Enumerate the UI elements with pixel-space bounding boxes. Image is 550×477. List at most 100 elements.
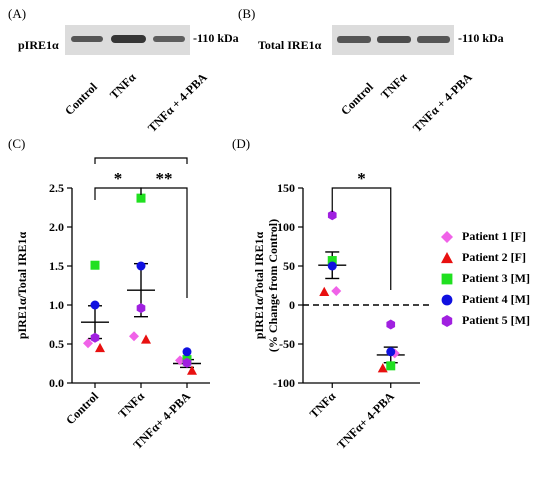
data-point [182,347,192,357]
triangle-marker [141,334,151,344]
legend-label: Patient 2 [F] [462,250,526,264]
panel-label-c: (C) [8,136,26,151]
significance-bracket [94,157,188,164]
legend-label: Patient 3 [M] [462,271,530,285]
y-axis-label: pIRE1α/Total IRE1α [15,232,29,340]
legend-label: Patient 4 [M] [462,292,530,306]
y-tick-label: 100 [277,220,295,234]
blot-bands-a [71,35,185,43]
data-point [136,193,146,203]
data-point [90,260,100,270]
western-blot-pire1a [65,25,190,55]
circle-marker [136,261,146,271]
y-tick-label: 0 [289,298,295,312]
hexagon-marker [90,332,100,343]
legend-label: Patient 1 [F] [462,229,526,243]
hexagon-marker [327,210,337,221]
significance-stars: *** [128,150,154,158]
circle-marker [327,261,337,271]
data-point [377,363,388,373]
legend-marker-diamond [441,230,453,243]
data-point [182,357,192,368]
y-tick-label: 0.0 [49,376,64,390]
y-tick-label: 2.5 [49,181,64,195]
circle-marker [386,347,396,357]
data-point [319,286,330,296]
y-axis-label: pIRE1α/Total IRE1α [252,232,266,340]
legend-marker-hexagon [441,314,453,327]
kda-marker-b: -110 kDa [458,31,504,45]
hexagon-icon [441,314,453,327]
data-point [386,319,396,330]
panel-label-a: (A) [8,6,27,21]
kda-marker-a: -110 kDa [193,31,239,45]
data-point [331,285,342,296]
y-axis-label-2: (% Change from Control) [266,219,280,352]
data-point [327,261,337,271]
panel-label-b: (B) [238,6,256,21]
western-blot-total-ire1a [332,25,454,55]
y-tick-label: 150 [277,181,295,195]
lane-label-b-tnfa: TNFα [378,70,410,102]
significance-bracket [94,187,142,200]
data-point [187,365,197,375]
y-tick-label: -100 [273,376,295,390]
data-point [83,338,93,349]
triangle-marker [377,363,388,373]
legend-marker-circle [441,294,453,305]
lane-label-a-tnfa-4pba: TNFα + 4-PBA [145,70,210,135]
x-tick-label: TNFα+ 4-PBA [334,389,397,452]
data-point [129,331,139,342]
data-point [386,347,396,357]
square-marker [136,193,146,203]
hexagon-marker [386,319,396,330]
panel-label-d: (D) [232,136,251,151]
data-point [386,361,396,371]
triangle-marker [95,342,105,353]
legend-label: Patient 5 [M] [462,313,530,327]
legend-marker-square [441,273,453,284]
data-point [90,332,100,343]
significance-bracket [331,187,392,290]
y-tick-label: -50 [279,337,295,351]
square-icon [441,273,453,284]
data-point [327,210,337,221]
triangle-marker [319,286,330,296]
significance-stars: ** [156,169,173,188]
triangle-marker [187,365,197,375]
significance-stars: * [114,169,123,188]
circle-icon [441,294,453,305]
significance-stars: * [357,169,366,188]
legend: Patient 1 [F] Patient 2 [F] Patient 3 [M… [440,226,530,331]
diamond-marker [83,338,93,349]
legend-item: Patient 3 [M] [440,268,530,289]
x-tick-label: TNFα [116,389,148,421]
y-tick-label: 0.5 [49,337,64,351]
diamond-marker [129,331,139,342]
y-tick-label: 50 [283,259,295,273]
y-tick-label: 1.0 [49,298,64,312]
hexagon-marker [182,357,192,368]
blot-label-pire1a: pIRE1α [18,38,59,52]
lane-label-b-tnfa-4pba: TNFα + 4-PBA [410,70,475,135]
diamond-icon [441,230,453,243]
legend-item: Patient 2 [F] [440,247,530,268]
x-tick-label: TNFα [307,389,339,421]
data-point [141,334,151,344]
triangle-icon [441,251,453,263]
data-point [136,261,146,271]
hexagon-marker [136,303,146,314]
data-point [136,303,146,314]
square-marker [386,361,396,371]
lane-label-b-control: Control [338,79,377,118]
diamond-marker [331,285,342,296]
data-point [327,256,337,266]
circle-marker [90,300,100,310]
lane-label-a-control: Control [62,79,101,118]
legend-item: Patient 4 [M] [440,289,530,310]
data-point [90,300,100,310]
y-tick-label: 1.5 [49,259,64,273]
blot-bands-b [337,36,450,43]
